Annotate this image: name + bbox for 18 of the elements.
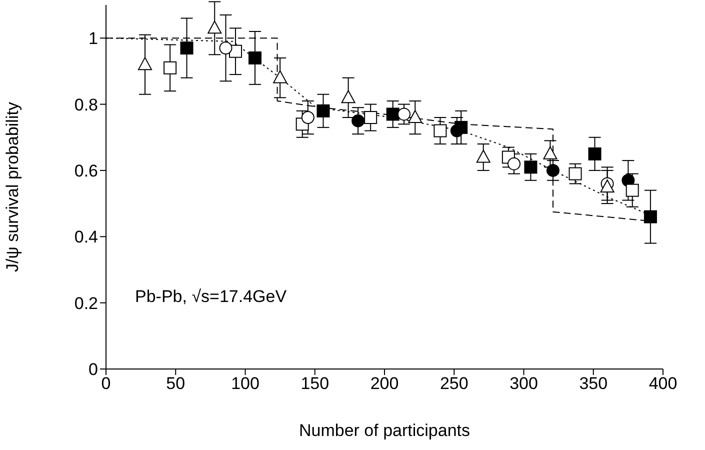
x-tick-label: 150: [300, 374, 330, 394]
y-tick-label: 0: [88, 360, 98, 380]
y-axis-title: J/ψ survival probability: [3, 102, 22, 272]
x-tick-label: 250: [440, 374, 468, 394]
x-tick-label: 200: [370, 374, 399, 394]
x-tick-label: 0: [101, 374, 111, 394]
annotation: Pb-Pb, √s=17.4GeV: [135, 287, 287, 307]
y-tick-label: 0.2: [74, 294, 98, 313]
x-axis-title: Number of participants: [298, 421, 470, 440]
x-tick-label: 300: [510, 374, 538, 394]
y-tick-label: 1: [88, 29, 98, 48]
y-tick-label: 0.6: [74, 161, 98, 180]
x-tick-label: 100: [231, 374, 260, 394]
y-tick-label: 0.4: [74, 228, 98, 247]
y-tick-label: 0.8: [74, 95, 98, 114]
x-tick-label: 350: [579, 374, 608, 394]
x-tick-label: 400: [648, 374, 678, 394]
x-tick-label: 50: [166, 374, 186, 394]
